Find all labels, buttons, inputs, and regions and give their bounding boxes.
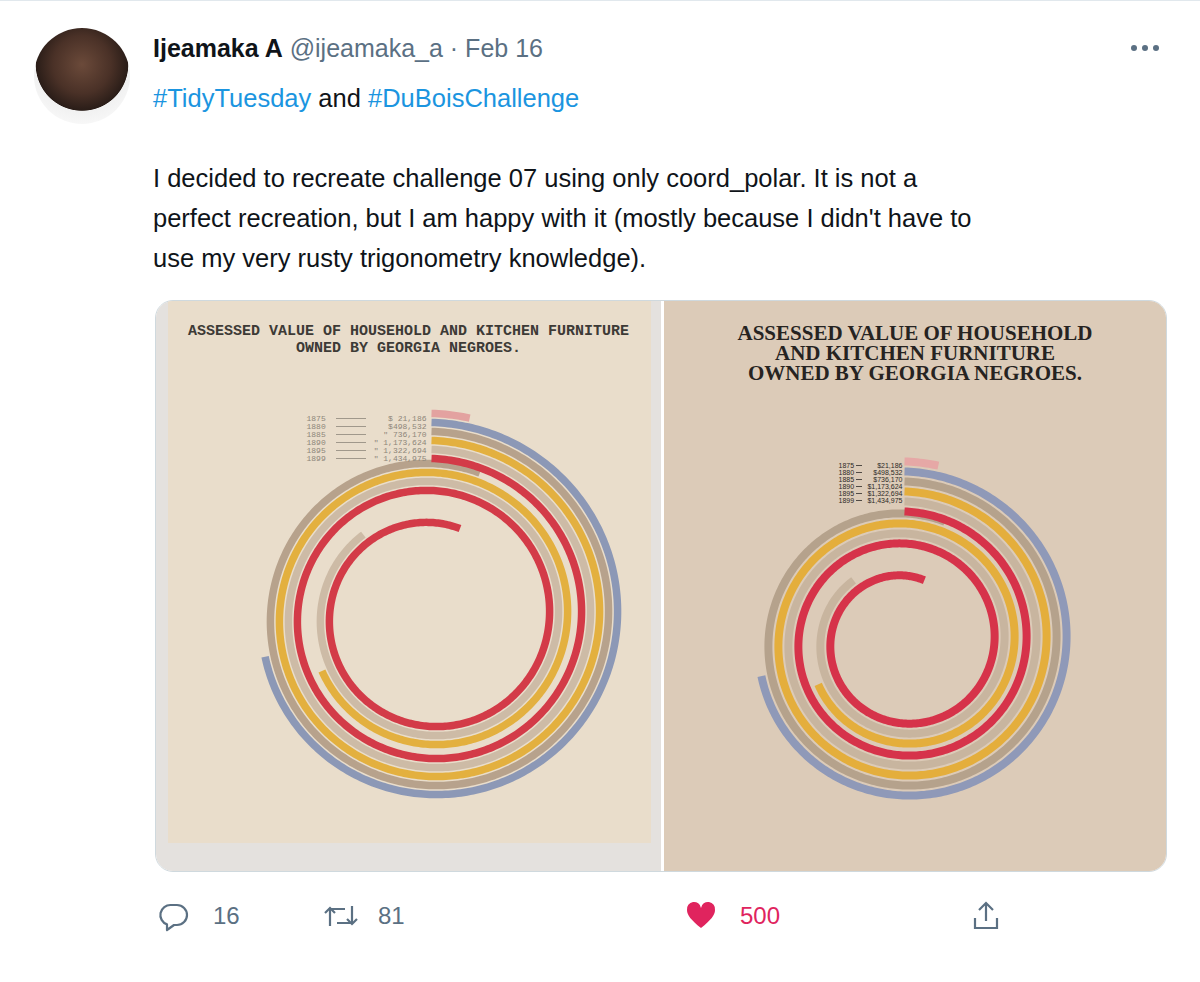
svg-text:" 1,173,624: " 1,173,624	[373, 438, 427, 448]
svg-text:1885: 1885	[306, 430, 326, 440]
svg-text:$1,434,975: $1,434,975	[867, 497, 902, 504]
svg-text:1885: 1885	[839, 476, 855, 483]
svg-text:$498,532: $498,532	[873, 469, 902, 476]
svg-text:$498,532: $498,532	[388, 422, 427, 432]
svg-text:1899: 1899	[839, 497, 855, 504]
html-text:81: 81	[378, 902, 405, 929]
svg-text:$1,173,624: $1,173,624	[867, 483, 902, 490]
svg-text:$1,322,694: $1,322,694	[867, 490, 902, 497]
html-text:perfect recreation, but I am h: perfect recreation, but I am happy with …	[153, 204, 972, 232]
svg-text:$ 21,186: $ 21,186	[388, 414, 427, 424]
html-text:#TidyTuesday and #DuBoisChalle: #TidyTuesday and #DuBoisChallenge	[153, 84, 580, 112]
html-text:ASSESSED VALUE OF HOUSEHOLD AN: ASSESSED VALUE OF HOUSEHOLD AND KITCHEN …	[188, 323, 629, 340]
html-text:AND KITCHEN FURNITURE: AND KITCHEN FURNITURE	[775, 341, 1055, 365]
html-text:ASSESSED VALUE OF HOUSEHOLD: ASSESSED VALUE OF HOUSEHOLD	[737, 321, 1093, 345]
html-text:OWNED BY GEORGIA NEGROES.: OWNED BY GEORGIA NEGROES.	[747, 361, 1083, 385]
html-text:16: 16	[213, 902, 240, 929]
svg-text:1890: 1890	[306, 438, 326, 448]
svg-text:1875: 1875	[306, 414, 326, 424]
svg-text:$736,170: $736,170	[873, 476, 902, 483]
svg-text:1890: 1890	[839, 483, 855, 490]
svg-text:1899: 1899	[307, 454, 326, 463]
svg-text:$21,186: $21,186	[877, 462, 902, 469]
html-text:Ijeamaka A @ijeamaka_a · Feb 1: Ijeamaka A @ijeamaka_a · Feb 16	[153, 34, 543, 62]
svg-text:1875: 1875	[839, 462, 855, 469]
html-text:OWNED BY GEORGIA NEGROES.: OWNED BY GEORGIA NEGROES.	[296, 340, 521, 357]
svg-text:1895: 1895	[839, 490, 855, 497]
svg-text:1880: 1880	[839, 469, 855, 476]
html-text:I decided to recreate challeng: I decided to recreate challenge 07 using…	[153, 164, 918, 192]
svg-text:1895: 1895	[306, 446, 326, 456]
svg-text:1880: 1880	[306, 422, 326, 432]
svg-text:" 1,322,694: " 1,322,694	[373, 446, 427, 456]
html-text:use my very rusty trigonometry: use my very rusty trigonometry knowledge…	[153, 244, 647, 272]
html-text:500: 500	[740, 902, 780, 929]
svg-text:" 1,434,975: " 1,434,975	[374, 454, 427, 463]
svg-text:" 736,170: " 736,170	[383, 430, 427, 440]
